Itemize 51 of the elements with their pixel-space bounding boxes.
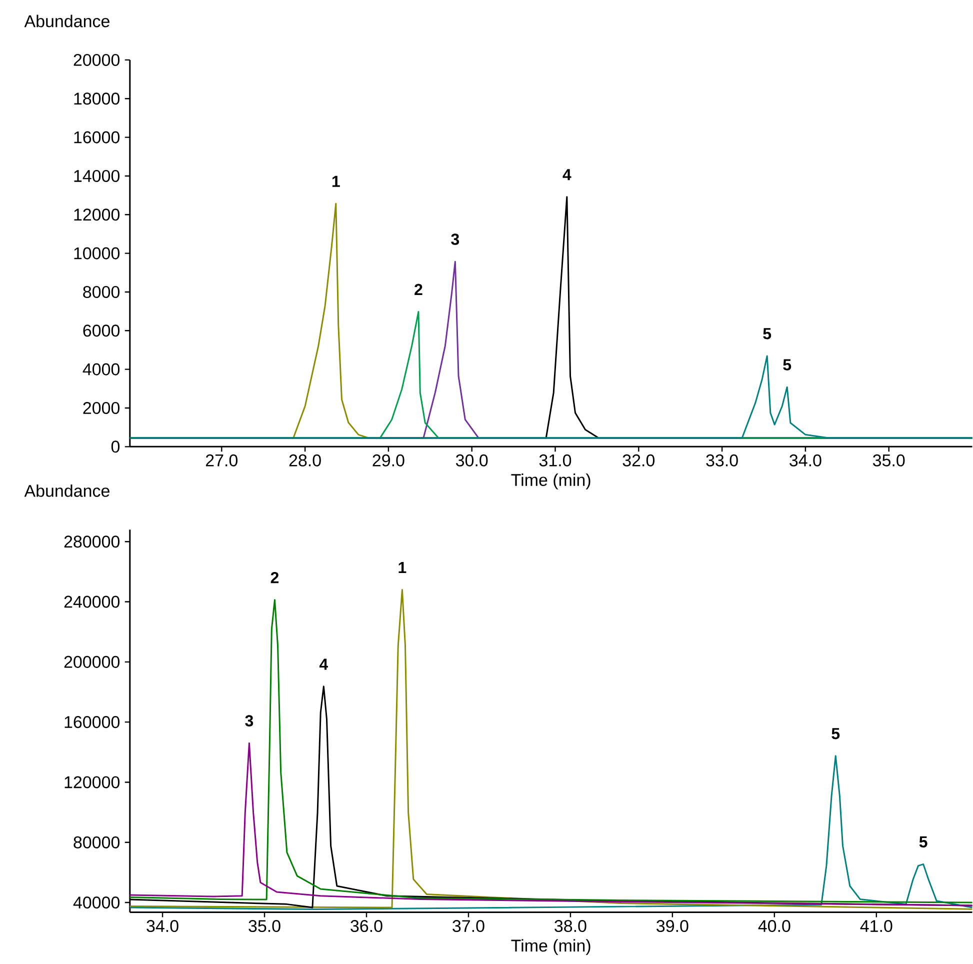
y-tick-label: 2000 — [83, 402, 120, 414]
annotation: 1 — [398, 562, 406, 573]
y-axis-title: Abundance — [24, 484, 110, 497]
annotation: 3 — [451, 233, 460, 245]
annotation: 2 — [270, 572, 279, 584]
annotation: 5 — [919, 836, 928, 848]
y-axis-title: Abundance — [24, 14, 110, 28]
annotation: 4 — [319, 658, 328, 670]
x-tick-label: 34.0 — [146, 920, 178, 932]
x-axis-title: Time (min) — [511, 473, 590, 490]
y-tick-label: 16000 — [74, 131, 120, 144]
x-tick-label: 31.0 — [539, 454, 572, 466]
x-tick-label: 29.0 — [372, 454, 404, 466]
x-tick-label: 36.0 — [350, 920, 382, 932]
y-tick-label: 0 — [111, 440, 120, 453]
y-tick-label: 12000 — [74, 208, 120, 221]
x-tick-label: 40.0 — [758, 920, 790, 932]
y-tick-label: 200000 — [64, 656, 120, 668]
x-tick-label: 35.0 — [872, 454, 905, 466]
x-tick-label: 28.0 — [289, 454, 321, 466]
x-tick-label: 34.0 — [790, 454, 822, 466]
y-tick-label: 240000 — [64, 596, 120, 608]
y-tick-label: 80000 — [74, 836, 120, 848]
y-tick-label: 18000 — [74, 92, 120, 105]
x-tick-label: 37.0 — [452, 920, 484, 932]
x-tick-label: 41.0 — [860, 920, 892, 932]
y-tick-label: 20000 — [74, 54, 120, 66]
x-tick-label: 30.0 — [456, 454, 488, 466]
x-axis-title: Time (min) — [511, 939, 590, 955]
y-tick-label: 280000 — [64, 535, 120, 548]
y-tick-label: 40000 — [73, 896, 120, 908]
annotation: 4 — [562, 169, 572, 180]
annotation: 2 — [414, 284, 422, 295]
x-tick-label: 35.0 — [248, 920, 280, 932]
y-tick-label: 6000 — [83, 324, 120, 337]
y-tick-label: 14000 — [74, 170, 120, 182]
annotation: 5 — [783, 359, 792, 370]
x-tick-label: 32.0 — [622, 454, 655, 466]
annotation: 1 — [332, 176, 340, 187]
x-tick-label: 38.0 — [554, 920, 586, 932]
annotation: 5 — [832, 728, 840, 740]
x-tick-label: 27.0 — [206, 454, 238, 466]
y-tick-label: 160000 — [64, 716, 120, 728]
annotation: 5 — [763, 328, 772, 340]
x-tick-label: 39.0 — [656, 920, 688, 932]
y-tick-label: 10000 — [74, 247, 120, 260]
x-tick-label: 33.0 — [706, 454, 738, 466]
y-tick-label: 4000 — [82, 363, 120, 376]
annotation: 3 — [245, 714, 254, 726]
y-tick-label: 120000 — [64, 776, 120, 788]
y-tick-label: 8000 — [83, 286, 120, 298]
